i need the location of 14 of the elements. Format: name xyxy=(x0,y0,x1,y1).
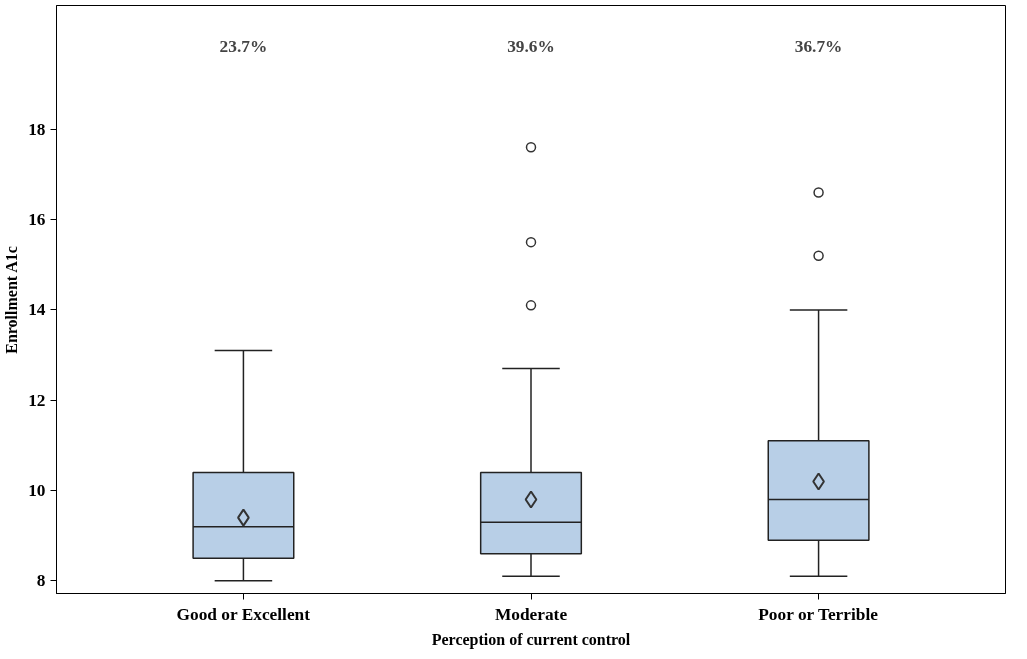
y-tick-label: 14 xyxy=(28,300,46,320)
annotation: 36.7% xyxy=(794,37,843,57)
annotation: 23.7% xyxy=(219,37,268,57)
y-tick-label: 10 xyxy=(28,481,46,501)
x-axis-title: Perception of current control xyxy=(431,630,631,649)
x-tick-label: Poor or Terrible xyxy=(758,604,879,624)
x-tick-label: Moderate xyxy=(494,604,568,624)
y-tick-label: 8 xyxy=(36,571,46,591)
y-tick-label: 12 xyxy=(28,390,46,410)
y-tick-label: 18 xyxy=(28,119,46,139)
annotation: 39.6% xyxy=(507,37,555,57)
y-axis-title: Enrollment A1c xyxy=(3,246,21,354)
y-tick-label: 16 xyxy=(28,210,46,230)
x-tick-label: Good or Excellent xyxy=(176,604,311,624)
